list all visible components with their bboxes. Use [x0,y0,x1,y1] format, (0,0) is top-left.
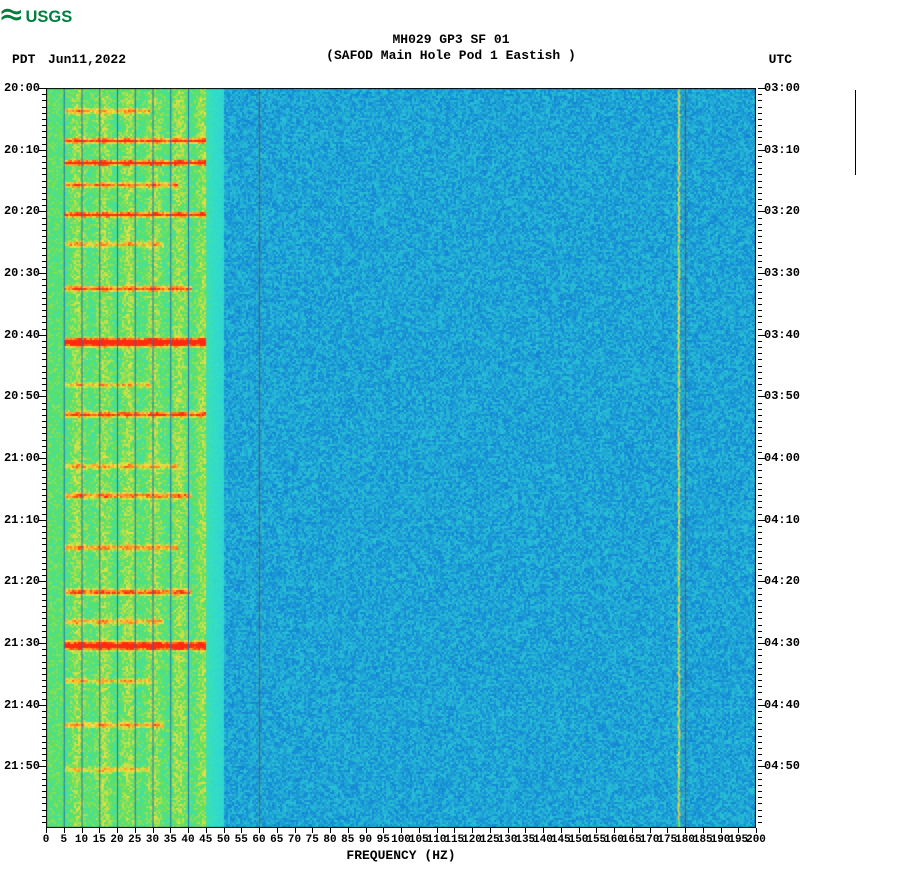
y-left-label: 21:20 [4,574,40,588]
x-tick-label: 200 [746,834,766,846]
y-right-label: 04:50 [764,759,800,773]
y-right-label: 04:40 [764,698,800,712]
x-tick-label: 85 [341,834,354,846]
spectrogram-canvas [46,88,756,828]
y-left-label: 21:10 [4,513,40,527]
x-tick-label: 75 [306,834,319,846]
timezone-left: PDT [12,52,35,67]
y-right-label: 04:30 [764,636,800,650]
y-axis-left: 20:0020:1020:2020:3020:4020:5021:0021:10… [0,88,46,828]
y-left-label: 20:00 [4,81,40,95]
x-axis: 0510152025303540455055606570758085909510… [46,828,756,868]
x-tick-label: 90 [359,834,372,846]
timezone-right: UTC [769,52,792,67]
y-right-label: 04:00 [764,451,800,465]
x-tick-label: 60 [252,834,265,846]
x-tick-label: 80 [323,834,336,846]
y-left-label: 21:00 [4,451,40,465]
date-left: Jun11,2022 [48,52,126,67]
x-tick-label: 95 [377,834,390,846]
y-left-label: 21:50 [4,759,40,773]
y-left-label: 20:30 [4,266,40,280]
x-tick-label: 30 [146,834,159,846]
chart-header: MH029 GP3 SF 01 (SAFOD Main Hole Pod 1 E… [0,32,902,65]
x-tick-label: 55 [235,834,248,846]
y-axis-right: 03:0003:1003:2003:3003:4003:5004:0004:10… [758,88,818,828]
x-tick-label: 0 [43,834,50,846]
usgs-logo: USGS [0,2,90,30]
y-left-label: 21:40 [4,698,40,712]
x-tick-label: 20 [110,834,123,846]
x-tick-label: 50 [217,834,230,846]
y-left-label: 21:30 [4,636,40,650]
title-line2: (SAFOD Main Hole Pod 1 Eastish ) [0,48,902,64]
x-tick-label: 65 [270,834,283,846]
y-right-label: 03:20 [764,204,800,218]
y-right-label: 03:00 [764,81,800,95]
x-tick-label: 5 [60,834,67,846]
right-marker-bar [855,90,856,175]
y-left-label: 20:50 [4,389,40,403]
y-right-label: 04:10 [764,513,800,527]
x-tick-label: 35 [164,834,177,846]
y-left-label: 20:10 [4,143,40,157]
y-right-label: 03:40 [764,328,800,342]
y-right-label: 03:30 [764,266,800,280]
y-left-label: 20:40 [4,328,40,342]
y-right-label: 03:50 [764,389,800,403]
x-tick-label: 10 [75,834,88,846]
y-right-label: 04:20 [764,574,800,588]
x-tick-label: 40 [181,834,194,846]
x-tick-label: 70 [288,834,301,846]
x-tick-label: 15 [93,834,106,846]
svg-text:USGS: USGS [26,8,73,26]
x-tick-label: 25 [128,834,141,846]
y-left-label: 20:20 [4,204,40,218]
x-tick-label: 45 [199,834,212,846]
x-axis-label: FREQUENCY (HZ) [46,848,756,863]
spectrogram-plot [46,88,756,828]
title-line1: MH029 GP3 SF 01 [0,32,902,48]
y-right-label: 03:10 [764,143,800,157]
